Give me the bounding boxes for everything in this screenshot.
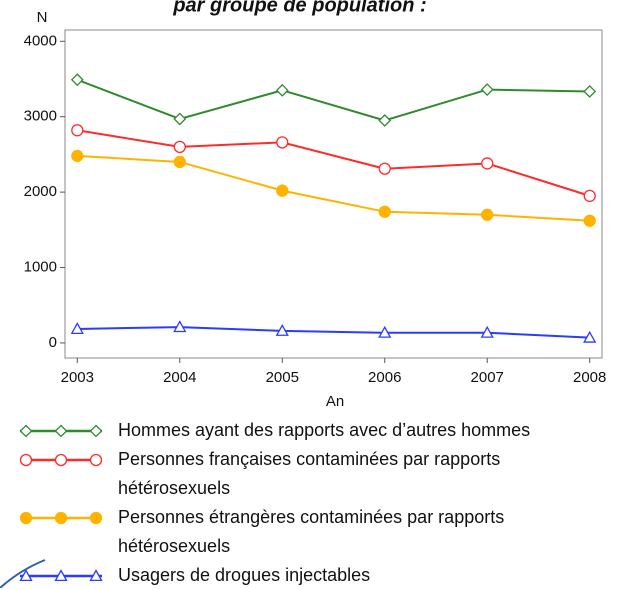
marker [378, 162, 391, 175]
marker [378, 205, 391, 218]
marker [71, 149, 84, 163]
marker [19, 453, 33, 467]
x-tick-label: 2006 [368, 369, 401, 386]
marker [583, 330, 597, 343]
y-tick-label: 3000 [24, 108, 57, 125]
marker [378, 114, 392, 127]
legend-swatch [19, 511, 103, 525]
marker [173, 140, 186, 154]
chart-title: par groupe de population : [172, 0, 426, 16]
marker [54, 511, 68, 525]
marker [583, 189, 596, 203]
y-tick-label: 4000 [24, 32, 57, 49]
legend-label: Personnes étrangères contaminées par rap… [118, 507, 505, 556]
marker [480, 83, 494, 96]
legend-swatch [19, 424, 103, 438]
marker [89, 424, 103, 438]
legend-entry: Hommes ayant des rapports avec d’autres … [18, 416, 618, 445]
legend-swatch [19, 569, 103, 582]
x-tick-label: 2004 [163, 369, 196, 386]
marker [89, 511, 103, 525]
marker [89, 453, 103, 467]
marker [583, 214, 596, 227]
x-tick-label: 2005 [266, 369, 299, 386]
marker [173, 320, 187, 333]
legend-swatch [19, 453, 103, 467]
plot-frame [64, 29, 603, 359]
legend-entry: Usagers de drogues injectables [18, 561, 618, 590]
x-tick-label: 2007 [471, 369, 504, 386]
marker [54, 453, 68, 467]
legend-label: Personnes françaises contaminées par rap… [118, 449, 501, 498]
marker [19, 511, 33, 525]
chart: par groupe de population : N An 0 1000 200… [24, 0, 607, 410]
marker [173, 155, 186, 169]
marker [275, 83, 289, 97]
x-tick-label: 2003 [61, 369, 94, 386]
marker [70, 322, 84, 335]
marker [71, 124, 84, 137]
series-line [77, 129, 591, 197]
marker [378, 325, 392, 338]
series-line [76, 78, 590, 122]
marker [481, 157, 494, 170]
marker [583, 85, 597, 98]
marker [275, 324, 289, 336]
y-tick-label: 1000 [24, 258, 57, 275]
marker [276, 184, 289, 197]
marker [54, 424, 68, 438]
marker [89, 569, 103, 582]
x-axis-label: An [326, 393, 344, 410]
legend-entry: Personnes françaises contaminées par rap… [18, 445, 618, 503]
y-axis-label: N [37, 9, 48, 26]
marker [481, 208, 494, 221]
x-tick-label: 2008 [573, 369, 606, 386]
legend-entry: Personnes étrangères contaminées par rap… [18, 503, 618, 561]
marker [480, 325, 494, 338]
marker [19, 424, 33, 438]
legend-label: Hommes ayant des rapports avec d’autres … [118, 420, 531, 440]
marker [70, 73, 84, 87]
legend: Hommes ayant des rapports avec d’autres … [18, 416, 618, 590]
series-line [77, 154, 590, 222]
marker [276, 136, 289, 149]
series-line [77, 326, 590, 339]
y-tick-label: 0 [49, 334, 57, 351]
legend-label: Usagers de drogues injectables [118, 565, 371, 585]
marker [173, 112, 187, 126]
y-tick-label: 2000 [24, 183, 57, 200]
marker [54, 569, 68, 582]
